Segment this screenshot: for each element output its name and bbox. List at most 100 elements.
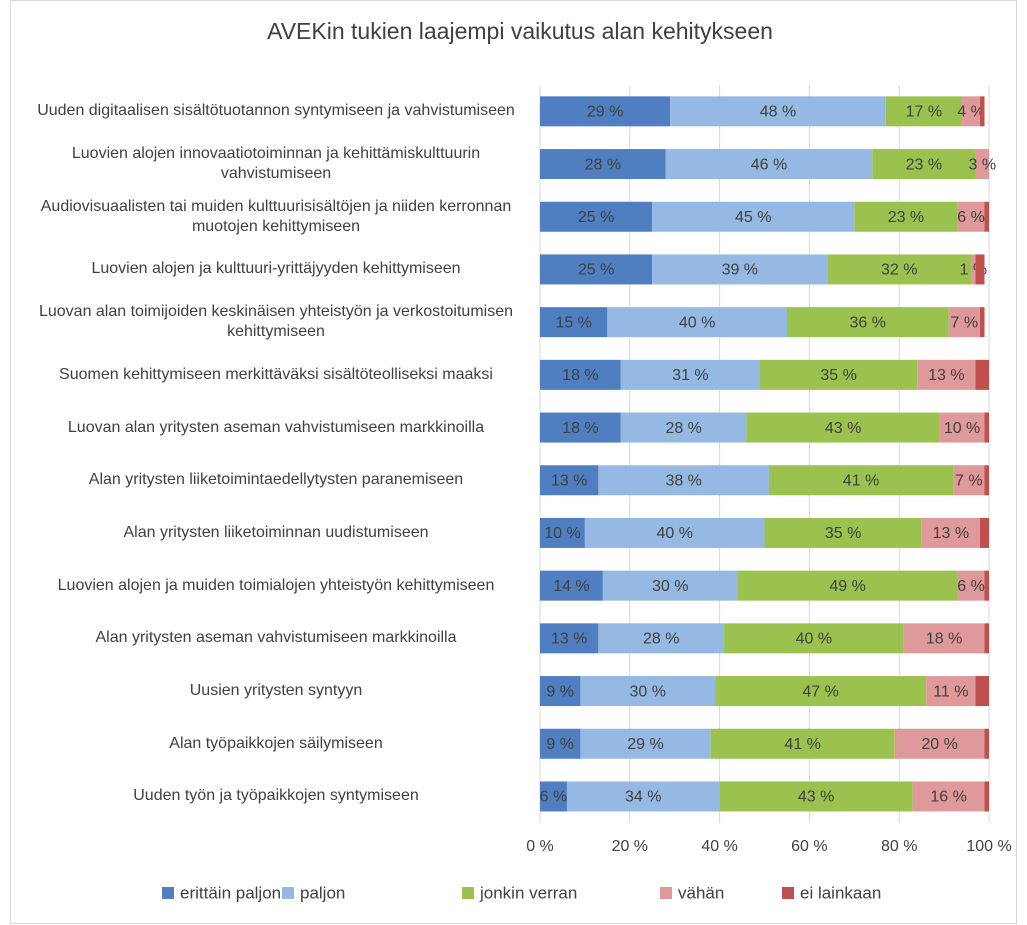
- data-label: 3 %: [968, 156, 996, 173]
- bar-segment: [980, 307, 985, 338]
- category-label: Uuden digitaalisen sisältötuotannon synt…: [37, 102, 515, 120]
- data-label: 23 %: [906, 156, 942, 173]
- data-label: 17 %: [906, 104, 942, 121]
- x-tick-label: 40 %: [701, 838, 737, 855]
- data-label: 9 %: [546, 736, 574, 753]
- bar-segment: [917, 359, 976, 390]
- bar-segment: [584, 517, 765, 548]
- data-label: 49 %: [829, 578, 865, 595]
- data-label: 46 %: [751, 156, 787, 173]
- bar-segment: [921, 517, 981, 548]
- bar-segment: [540, 254, 653, 285]
- category-label: Alan yritysten liiketoimintaedellytysten…: [88, 471, 464, 489]
- bar-segment: [607, 307, 787, 338]
- legend-label: ei lainkaan: [800, 883, 881, 902]
- x-tick-label: 60 %: [791, 838, 827, 855]
- data-label: 41 %: [843, 472, 879, 489]
- bar-segment: [652, 201, 855, 232]
- data-label: 13 %: [551, 472, 587, 489]
- bar-segment: [540, 359, 621, 390]
- legend-swatch: [660, 887, 672, 899]
- data-label: 40 %: [679, 314, 715, 331]
- bar-segment: [984, 728, 989, 759]
- data-label: 6 %: [957, 209, 985, 226]
- bar-segment: [670, 96, 886, 127]
- data-label: 48 %: [760, 104, 796, 121]
- data-label: 34 %: [625, 789, 661, 806]
- category-label: Suomen kehittymiseen merkittäväksi sisäl…: [59, 365, 493, 383]
- data-label: 28 %: [585, 156, 621, 173]
- bar-segment: [566, 781, 720, 812]
- bar-segment: [620, 359, 761, 390]
- legend-label: vähän: [678, 883, 724, 902]
- bar-segment: [580, 676, 716, 707]
- data-label: 13 %: [928, 367, 964, 384]
- category-label: Luovien alojen ja kulttuuri-yrittäjyyden…: [91, 260, 461, 278]
- bar-segment: [540, 570, 603, 601]
- data-label: 10 %: [944, 420, 980, 437]
- bar-segment: [737, 570, 958, 601]
- bar-segment: [957, 570, 985, 601]
- data-label: 28 %: [643, 631, 679, 648]
- bar-segment: [540, 307, 608, 338]
- bar-segment: [827, 254, 972, 285]
- data-label: 18 %: [926, 631, 962, 648]
- bar-segment: [975, 254, 985, 285]
- bar-segment: [540, 781, 567, 812]
- legend-swatch: [462, 887, 474, 899]
- data-label: 9 %: [546, 683, 574, 700]
- bar-segment: [746, 412, 940, 443]
- category-label: Alan yritysten aseman vahvistumiseen mar…: [95, 629, 457, 647]
- bar-segment: [580, 728, 711, 759]
- data-label: 47 %: [802, 683, 838, 700]
- bar-segment: [764, 517, 922, 548]
- data-label: 4 %: [957, 104, 985, 121]
- bar-segment: [939, 412, 985, 443]
- bar-segment: [540, 412, 621, 443]
- data-label: 35 %: [825, 525, 861, 542]
- bar-segment: [975, 149, 989, 180]
- data-label: 10 %: [544, 525, 580, 542]
- data-label: 36 %: [850, 314, 886, 331]
- category-label: Uusien yritysten syntyyn: [189, 682, 363, 700]
- data-label: 39 %: [722, 262, 758, 279]
- category-label: Luovien alojen innovaatiotoiminnan ja ke…: [71, 145, 481, 183]
- bar-segment: [885, 96, 963, 127]
- data-label: 40 %: [656, 525, 692, 542]
- category-label: Luovan alan toimijoiden keskinäisen yhte…: [38, 303, 514, 341]
- category-label: Alan yritysten liiketoiminnan uudistumis…: [123, 523, 429, 541]
- data-label: 28 %: [665, 420, 701, 437]
- bar-segment: [854, 201, 958, 232]
- data-label: 13 %: [551, 631, 587, 648]
- legend-label: erittäin paljon: [180, 883, 281, 902]
- legend-label: paljon: [300, 883, 345, 902]
- bar-segment: [724, 623, 904, 654]
- bar-segment: [962, 96, 981, 127]
- chart-border: [10, 0, 1017, 924]
- bar-segment: [715, 676, 927, 707]
- bar-segment: [957, 201, 985, 232]
- bar-segment: [540, 676, 581, 707]
- legend-swatch: [282, 887, 294, 899]
- bar-segment: [768, 465, 954, 496]
- bar-segment: [786, 307, 949, 338]
- bar-segment: [540, 728, 581, 759]
- data-label: 29 %: [587, 104, 623, 121]
- bar-segment: [760, 359, 918, 390]
- bar-segment: [948, 307, 981, 338]
- bar-segment: [620, 412, 747, 443]
- data-label: 18 %: [562, 420, 598, 437]
- data-label: 25 %: [578, 209, 614, 226]
- data-label: 13 %: [933, 525, 969, 542]
- data-label: 20 %: [921, 736, 957, 753]
- bar-segment: [598, 465, 769, 496]
- bar-segment: [984, 781, 989, 812]
- data-label: 18 %: [562, 367, 598, 384]
- x-tick-label: 80 %: [881, 838, 917, 855]
- bar-segment: [540, 623, 599, 654]
- bar-segment: [894, 728, 985, 759]
- category-label: Uuden työn ja työpaikkojen syntymiseen: [133, 787, 419, 805]
- bar-segment: [980, 517, 989, 548]
- data-label: 43 %: [825, 420, 861, 437]
- data-label: 6 %: [957, 578, 985, 595]
